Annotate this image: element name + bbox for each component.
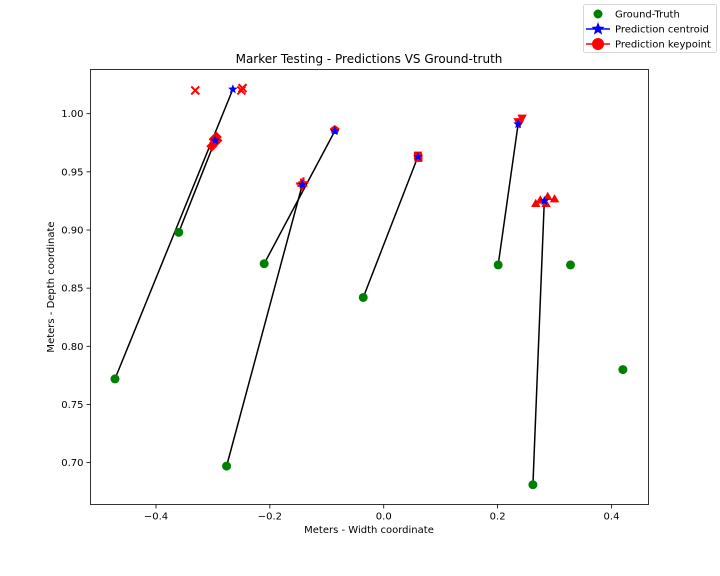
ground-truth-point-6 bbox=[528, 480, 538, 490]
connector-line-6 bbox=[532, 200, 546, 485]
legend-label-centroid: Prediction centroid bbox=[615, 25, 709, 36]
x-axis-label: Meters - Width coordinate bbox=[304, 525, 434, 536]
centroid-point-6 bbox=[539, 195, 550, 205]
legend: Ground-Truth Prediction centroid Predict… bbox=[583, 4, 717, 53]
ground-truth-point-4 bbox=[358, 292, 368, 302]
x-tick-label-3: 0.2 bbox=[490, 512, 506, 523]
centroid-point-2 bbox=[297, 179, 308, 189]
legend-marker-keypoint bbox=[592, 38, 604, 50]
y-axis-ticks: 0.70 0.75 0.80 0.85 0.90 0.95 1.00 bbox=[61, 109, 91, 469]
connector-line-4 bbox=[362, 156, 419, 298]
keypoint-x-0-0 bbox=[190, 85, 200, 96]
x-tick-label-2: 0.0 bbox=[376, 512, 392, 523]
connector-line-3 bbox=[263, 130, 336, 265]
legend-frame bbox=[583, 4, 717, 53]
x-tick-label-0: −0.4 bbox=[144, 512, 168, 523]
y-tick-label-5: 0.95 bbox=[61, 167, 83, 178]
x-tick-label-4: 0.4 bbox=[604, 512, 620, 523]
ground-truth-point-5 bbox=[493, 260, 503, 270]
legend-label-keypoint: Prediction keypoint bbox=[615, 40, 711, 51]
legend-label-ground-truth: Ground-Truth bbox=[615, 10, 680, 21]
y-tick-label-2: 0.80 bbox=[61, 342, 83, 353]
keypoint-points bbox=[190, 83, 560, 208]
keypoint-triangle-up-6-4 bbox=[549, 194, 560, 203]
connector-line-5 bbox=[497, 124, 519, 266]
y-tick-label-1: 0.75 bbox=[61, 400, 83, 411]
ground-truth-points bbox=[110, 227, 628, 490]
centroid-point-0 bbox=[228, 84, 238, 94]
keypoint-triangle-up-6-0 bbox=[531, 198, 541, 208]
ground-truth-point-8 bbox=[618, 365, 628, 375]
ground-truth-point-3 bbox=[259, 259, 269, 269]
connector-line-1 bbox=[178, 140, 216, 233]
x-axis-ticks: −0.4 −0.2 0.0 0.2 0.4 bbox=[144, 504, 620, 523]
connector-lines bbox=[114, 88, 546, 485]
keypoint-x-0-2 bbox=[236, 85, 247, 96]
ground-truth-point-2 bbox=[222, 461, 232, 471]
ground-truth-point-0 bbox=[110, 374, 120, 384]
y-axis-label: Meters - Depth coordinate bbox=[46, 221, 57, 352]
chart-title: Marker Testing - Predictions VS Ground-t… bbox=[236, 52, 503, 66]
y-tick-label-6: 1.00 bbox=[61, 109, 83, 120]
keypoint-triangle-up-6-3 bbox=[542, 191, 553, 201]
y-tick-label-0: 0.70 bbox=[61, 458, 83, 469]
centroid-point-3 bbox=[330, 126, 340, 136]
legend-marker-ground-truth bbox=[593, 9, 603, 19]
centroid-point-1 bbox=[210, 135, 220, 145]
ground-truth-point-1 bbox=[174, 227, 184, 237]
legend-marker-centroid bbox=[591, 22, 605, 35]
y-tick-label-4: 0.90 bbox=[61, 226, 83, 237]
x-tick-label-1: −0.2 bbox=[258, 512, 282, 523]
centroid-point-4 bbox=[413, 151, 423, 161]
centroid-point-5 bbox=[513, 119, 523, 129]
plot-area-frame bbox=[90, 69, 649, 505]
connector-line-2 bbox=[225, 184, 304, 467]
y-tick-label-3: 0.85 bbox=[61, 284, 83, 295]
ground-truth-point-7 bbox=[565, 260, 575, 270]
centroid-points bbox=[210, 84, 550, 205]
